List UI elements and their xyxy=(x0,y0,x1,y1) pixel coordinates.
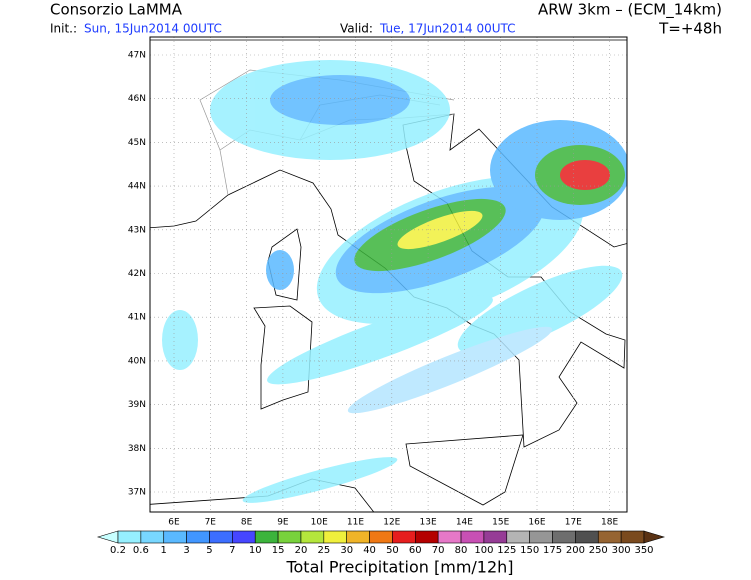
colorbar-box xyxy=(300,530,325,544)
colorbar-box xyxy=(140,530,165,544)
colorbar-label: 0.2 xyxy=(110,545,126,556)
colorbar-title: Total Precipitation [mm/12h] xyxy=(285,558,513,577)
colorbar-label: 300 xyxy=(612,545,631,556)
sicily xyxy=(405,434,524,506)
colorbar-label: 0.6 xyxy=(133,545,149,556)
colorbar-label: 50 xyxy=(386,545,399,556)
lat-label: 37N xyxy=(128,488,146,498)
colorbar-label: 20 xyxy=(295,545,308,556)
colorbar-label: 7 xyxy=(229,545,235,556)
colorbar-end xyxy=(96,530,119,544)
lat-label: 41N xyxy=(128,313,146,323)
lon-label: 17E xyxy=(565,518,582,528)
lon-label: 13E xyxy=(420,518,437,528)
lat-label: 46N xyxy=(128,94,146,104)
colorbar-box xyxy=(209,530,233,544)
lat-label: 39N xyxy=(128,400,146,410)
lon-label: 10E xyxy=(311,518,328,528)
lat-label: 47N xyxy=(128,51,146,61)
colorbar-label: 25 xyxy=(317,545,330,556)
map xyxy=(150,37,627,512)
colorbar-box xyxy=(460,530,485,544)
colorbar-box xyxy=(415,530,439,544)
colorbar-label: 30 xyxy=(340,545,353,556)
colorbar-label: 200 xyxy=(566,545,585,556)
colorbar-label: 10 xyxy=(249,545,262,556)
colorbar-box xyxy=(620,530,645,544)
colorbar-box xyxy=(186,530,210,544)
valid-label: Valid: xyxy=(340,22,373,36)
colorbar-label: 350 xyxy=(634,545,653,556)
colorbar-label: 175 xyxy=(543,545,562,556)
lon-label: 15E xyxy=(492,518,509,528)
colorbar-label: 15 xyxy=(272,545,285,556)
lon-label: 6E xyxy=(168,518,180,528)
colorbar-label: 250 xyxy=(589,545,608,556)
colorbar-box xyxy=(369,530,393,544)
colorbar-box xyxy=(346,530,370,544)
lead-time: T=+48h xyxy=(658,20,722,38)
colorbar-label: 150 xyxy=(520,545,539,556)
lon-label: 7E xyxy=(205,518,217,528)
colorbar-label: 60 xyxy=(409,545,422,556)
colorbar-label: 3 xyxy=(183,545,189,556)
colorbar-box xyxy=(597,530,622,544)
lon-label: 16E xyxy=(528,518,545,528)
lon-label: 14E xyxy=(456,518,473,528)
init-label: Init.: xyxy=(50,22,77,36)
colorbar-box xyxy=(506,530,530,544)
colorbar-label: 40 xyxy=(363,545,376,556)
colorbar-box xyxy=(163,530,187,544)
valid: Tue, 17Jun2014 00UTC xyxy=(379,22,516,36)
lat-label: 38N xyxy=(128,444,146,454)
model: ARW 3km – (ECM_14km) xyxy=(538,1,722,20)
colorbar-box xyxy=(392,530,416,544)
colorbar-box xyxy=(277,530,302,544)
colorbar-box xyxy=(437,530,462,544)
map-frame xyxy=(149,36,628,513)
lat-label: 43N xyxy=(128,225,146,235)
lon-label: 18E xyxy=(601,518,618,528)
lat-label: 44N xyxy=(128,182,146,192)
colorbar-box xyxy=(552,530,576,544)
colorbar-label: 5 xyxy=(206,545,212,556)
colorbar-box xyxy=(254,530,279,544)
lat-label: 40N xyxy=(128,356,146,366)
init: Sun, 15Jun2014 00UTC xyxy=(84,22,222,36)
lon-label: 8E xyxy=(241,518,253,528)
colorbar-box xyxy=(117,530,142,544)
precipitation xyxy=(162,60,627,503)
lat-label: 42N xyxy=(128,269,146,279)
colorbar-box xyxy=(483,530,508,544)
colorbar-end xyxy=(643,530,666,544)
lat-label: 45N xyxy=(128,138,146,148)
colorbar: 0.2 0.6 1 3 5 7 10 15 20 25 30 40 50 60 70 80 100 125 150 1… xyxy=(96,530,666,556)
colorbar-label: 80 xyxy=(455,545,468,556)
colorbar-box xyxy=(323,530,347,544)
title: Consorzio LaMMA xyxy=(50,1,183,19)
colorbar-label: 1 xyxy=(161,545,167,556)
lon-label: 12E xyxy=(383,518,400,528)
colorbar-label: 70 xyxy=(432,545,445,556)
lon-label: 9E xyxy=(277,518,289,528)
lon-label: 11E xyxy=(347,518,364,528)
colorbar-label: 125 xyxy=(497,545,516,556)
colorbar-box xyxy=(575,530,599,544)
colorbar-box xyxy=(529,530,553,544)
colorbar-box xyxy=(232,530,256,544)
colorbar-label: 100 xyxy=(474,545,493,556)
